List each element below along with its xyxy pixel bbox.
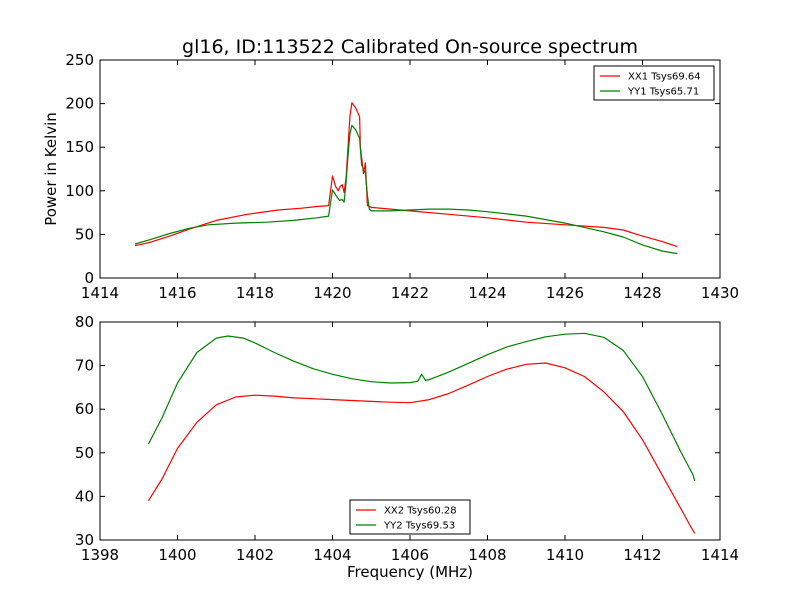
chart-title: gl16, ID:113522 Calibrated On-source spe… xyxy=(182,36,638,58)
top-y-axis-label: Power in Kelvin xyxy=(42,112,60,226)
top-x-tick-label: 1416 xyxy=(158,284,196,302)
bottom-x-tick-label: 1410 xyxy=(546,546,584,564)
bottom-plot: 1398 1400 1402 1404 1406 1408 1410 1412 1414 30 40… xyxy=(75,313,739,564)
bottom-y-tick-label: 50 xyxy=(75,444,94,462)
bottom-x-axis-label: Frequency (MHz) xyxy=(347,563,473,581)
bottom-legend: XX2 Tsys60.28 YY2 Tsys69.53 xyxy=(349,499,471,535)
top-x-tick-label: 1418 xyxy=(236,284,274,302)
top-y-tick-label: 200 xyxy=(65,95,94,113)
top-series-line-0 xyxy=(134,102,678,248)
bottom-legend-label-1: YY2 Tsys69.53 xyxy=(383,521,455,532)
top-legend-label-0: XX1 Tsys69.64 xyxy=(628,72,701,83)
bottom-x-tick-label: 1404 xyxy=(313,546,351,564)
top-x-tick-label: 1428 xyxy=(623,284,661,302)
bottom-x-tick-label: 1398 xyxy=(81,546,119,564)
bottom-y-tick-label: 80 xyxy=(75,313,94,331)
bottom-x-tick-label: 1412 xyxy=(623,546,661,564)
bottom-x-tick-label: 1400 xyxy=(158,546,196,564)
bottom-x-tick-label: 1408 xyxy=(468,546,506,564)
top-y-tick-label: 0 xyxy=(84,269,94,287)
top-x-tick-label: 1426 xyxy=(546,284,584,302)
top-y-tick-label: 100 xyxy=(65,182,94,200)
top-legend: XX1 Tsys69.64 YY1 Tsys65.71 xyxy=(593,65,715,101)
bottom-y-tick-label: 40 xyxy=(75,487,94,505)
bottom-x-tick-label: 1414 xyxy=(701,546,739,564)
bottom-legend-box xyxy=(349,499,471,535)
top-plot: 1414 1416 1418 1420 1422 1424 1426 1428 1430 0 50 1… xyxy=(65,51,739,302)
bottom-x-tick-label: 1406 xyxy=(391,546,429,564)
top-x-tick-label: 1420 xyxy=(313,284,351,302)
top-series-line-1 xyxy=(134,124,678,255)
bottom-y-tick-label: 30 xyxy=(75,531,94,549)
bottom-x-tick-label: 1402 xyxy=(236,546,274,564)
top-y-tick-label: 50 xyxy=(75,225,94,243)
top-y-tick-label: 150 xyxy=(65,138,94,156)
bottom-legend-label-0: XX2 Tsys60.28 xyxy=(384,506,457,517)
top-x-tick-label: 1422 xyxy=(391,284,429,302)
top-x-tick-label: 1424 xyxy=(468,284,506,302)
top-x-tick-label: 1414 xyxy=(81,284,119,302)
top-legend-box xyxy=(593,65,715,101)
bottom-y-tick-label: 70 xyxy=(75,357,94,375)
top-legend-label-1: YY1 Tsys65.71 xyxy=(627,87,699,98)
bottom-y-tick-label: 60 xyxy=(75,400,94,418)
top-x-tick-label: 1430 xyxy=(701,284,739,302)
bottom-series-line-0 xyxy=(147,362,696,534)
top-y-tick-label: 250 xyxy=(65,51,94,69)
bottom-series-line-1 xyxy=(147,332,696,482)
